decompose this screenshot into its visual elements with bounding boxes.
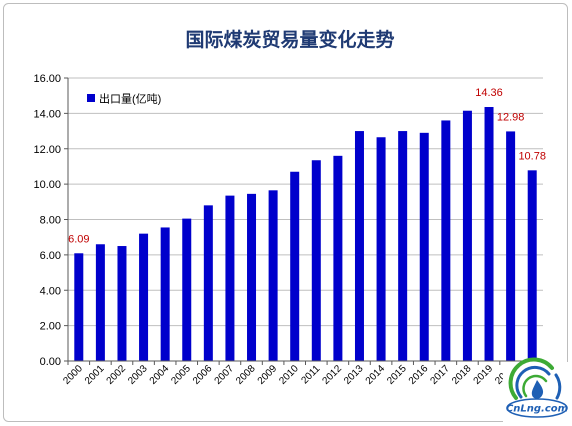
bar-2021: [527, 170, 537, 361]
bar-2010: [290, 171, 300, 361]
data-labels: 6.09 14.36 12.98 10.78: [68, 87, 546, 245]
bar-2007: [225, 195, 235, 361]
legend-label: 出口量(亿吨): [99, 92, 161, 106]
bar-2002: [117, 246, 127, 361]
bar-2001: [95, 244, 105, 361]
bar-2000: [74, 253, 84, 361]
data-label: 10.78: [518, 150, 546, 162]
bar-2014: [376, 137, 386, 361]
bar-2013: [354, 131, 364, 361]
bar-2012: [333, 155, 343, 361]
bar-2017: [441, 120, 451, 361]
legend-swatch: [87, 94, 95, 102]
logo-green-arc-icon: [508, 357, 554, 400]
y-tick-label: 6.00: [40, 250, 61, 262]
bar-2015: [398, 131, 408, 361]
y-tick-label: 4.00: [40, 285, 61, 297]
bar-2020: [506, 131, 516, 361]
logo-ring-icon: [506, 398, 568, 418]
chart-border: [3, 3, 568, 422]
logo-text: CnLng.com: [506, 404, 568, 415]
y-tick-label: 12.00: [33, 144, 61, 156]
bar-2006: [203, 205, 213, 361]
bar-2018: [462, 110, 472, 361]
bar-2008: [247, 193, 257, 361]
y-tick-label: 0.00: [40, 356, 61, 368]
bar-2004: [160, 227, 170, 361]
logo-blue-arc-icon: [515, 365, 551, 399]
data-label: 6.09: [68, 233, 89, 245]
bar-2016: [419, 132, 429, 361]
bar-2009: [268, 190, 278, 361]
bar-2003: [139, 233, 149, 361]
bar-2019: [484, 107, 494, 361]
logo-blue-right-arc-icon: [554, 373, 562, 400]
legend: 出口量(亿吨): [87, 92, 161, 106]
bars: [74, 107, 537, 361]
y-tick-label: 16.00: [33, 73, 61, 85]
data-label: 14.36: [475, 87, 503, 99]
logo-green-inner-arc-icon: [522, 374, 548, 398]
chart-title: 国际煤炭贸易量变化走势: [185, 28, 394, 51]
logo: CnLng.com: [503, 357, 569, 424]
y-tick-label: 8.00: [40, 215, 61, 227]
y-tick-label: 2.00: [40, 321, 61, 333]
bar-2005: [182, 218, 192, 361]
y-tick-label: 14.00: [33, 108, 61, 120]
bar-2011: [311, 160, 321, 361]
data-label: 12.98: [497, 111, 525, 123]
logo-flame-icon: [531, 380, 544, 399]
y-tick-label: 10.00: [33, 179, 61, 191]
